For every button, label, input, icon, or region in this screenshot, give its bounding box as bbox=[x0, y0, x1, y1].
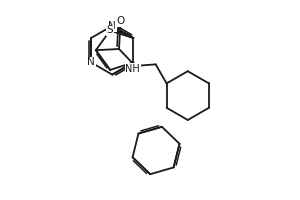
Text: S: S bbox=[107, 25, 113, 35]
Text: N: N bbox=[87, 57, 95, 67]
Text: O: O bbox=[116, 16, 124, 26]
Text: N: N bbox=[108, 21, 116, 31]
Text: NH: NH bbox=[125, 64, 140, 74]
